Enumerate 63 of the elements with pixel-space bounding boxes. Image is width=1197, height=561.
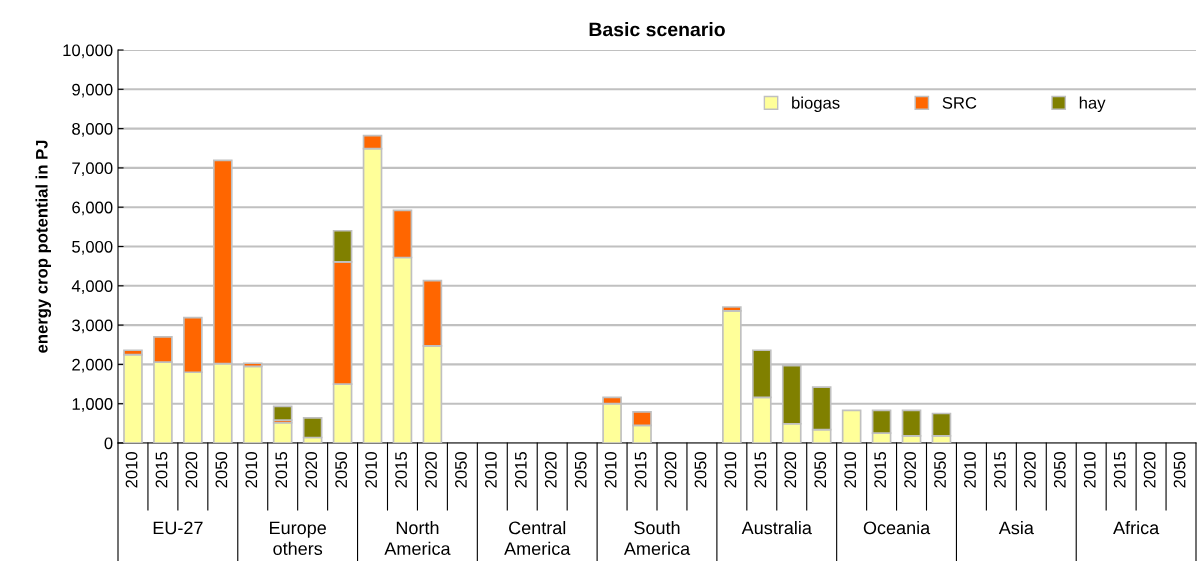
x-tick-label: 2010 <box>245 451 258 488</box>
y-tick-label: 5,000 <box>72 240 113 255</box>
x-tick-label: 2020 <box>185 451 198 488</box>
y-tick-label: 6,000 <box>72 201 113 216</box>
y-tick-label: 3,000 <box>72 319 113 334</box>
x-tick-label: 2010 <box>604 451 617 488</box>
y-tick-label: 8,000 <box>72 123 113 137</box>
x-tick-label: 2020 <box>425 451 437 488</box>
x-tick-label: 2010 <box>365 451 377 488</box>
y-tick-label: 10,000 <box>63 44 113 59</box>
x-tick-label: 2020 <box>544 451 557 488</box>
x-tick-label: 2020 <box>1143 451 1156 488</box>
x-tick-label: 2050 <box>1053 451 1066 488</box>
x-tick-label: 2015 <box>275 452 288 488</box>
x-tick-label: 2050 <box>215 451 228 488</box>
x-tick-label: 2015 <box>514 452 527 488</box>
x-tick-label: 2050 <box>814 451 827 488</box>
x-tick-label: 2050 <box>934 451 946 488</box>
x-tick-label: 2015 <box>634 452 647 488</box>
y-tick-label: 7,000 <box>72 162 113 177</box>
bar <box>841 409 862 443</box>
x-tick-label: 2010 <box>125 451 138 488</box>
x-tick-label: 2020 <box>904 451 916 488</box>
x-tick-label: 2050 <box>1173 451 1186 488</box>
y-tick-label: 0 <box>104 437 113 450</box>
legend-label: biogas <box>792 96 840 113</box>
x-tick-label: 2015 <box>1113 452 1126 488</box>
y-tick-label: 1,000 <box>72 398 113 412</box>
text: EU-27 <box>153 521 203 535</box>
x-tick-label: 2010 <box>724 451 737 488</box>
text: Europe others <box>270 521 326 556</box>
y-tick-label: 9,000 <box>72 83 113 98</box>
x-tick-label: 2010 <box>1083 451 1096 488</box>
text: Africa <box>1113 521 1160 535</box>
x-tick-label: 2015 <box>395 452 407 488</box>
bar <box>302 417 323 439</box>
x-tick-label: 2050 <box>335 451 348 488</box>
x-tick-label: 2020 <box>664 451 677 488</box>
x-tick-label: 2015 <box>874 452 887 488</box>
x-tick-label: 2050 <box>694 451 707 488</box>
y-tick-label: 2,000 <box>72 358 113 373</box>
x-tick-label: 2015 <box>994 452 1006 488</box>
y-axis-title: energy crop potential in PJ <box>35 140 52 353</box>
text: Australia <box>741 521 812 535</box>
x-tick-label: 2020 <box>784 451 797 488</box>
chart-title: Basic scenario <box>589 22 725 37</box>
x-tick-label: 2020 <box>1023 451 1036 488</box>
legend-label: hay <box>1079 96 1106 113</box>
text: Oceania <box>863 521 931 535</box>
x-tick-label: 2015 <box>754 452 767 488</box>
x-tick-label: 2010 <box>844 451 857 488</box>
y-tick-label: 4,000 <box>71 280 113 294</box>
x-tick-label: 2010 <box>484 451 497 488</box>
text: Central America <box>504 521 571 556</box>
text: South America <box>623 521 691 556</box>
text: North America <box>384 521 451 556</box>
x-tick-label: 2050 <box>574 451 587 488</box>
x-tick-label: 2020 <box>305 451 318 488</box>
x-tick-label: 2015 <box>155 452 168 488</box>
x-tick-label: 2010 <box>964 451 976 488</box>
text: Asia <box>998 521 1034 535</box>
x-tick-label: 2050 <box>455 451 467 488</box>
legend-label: SRC <box>942 96 977 109</box>
